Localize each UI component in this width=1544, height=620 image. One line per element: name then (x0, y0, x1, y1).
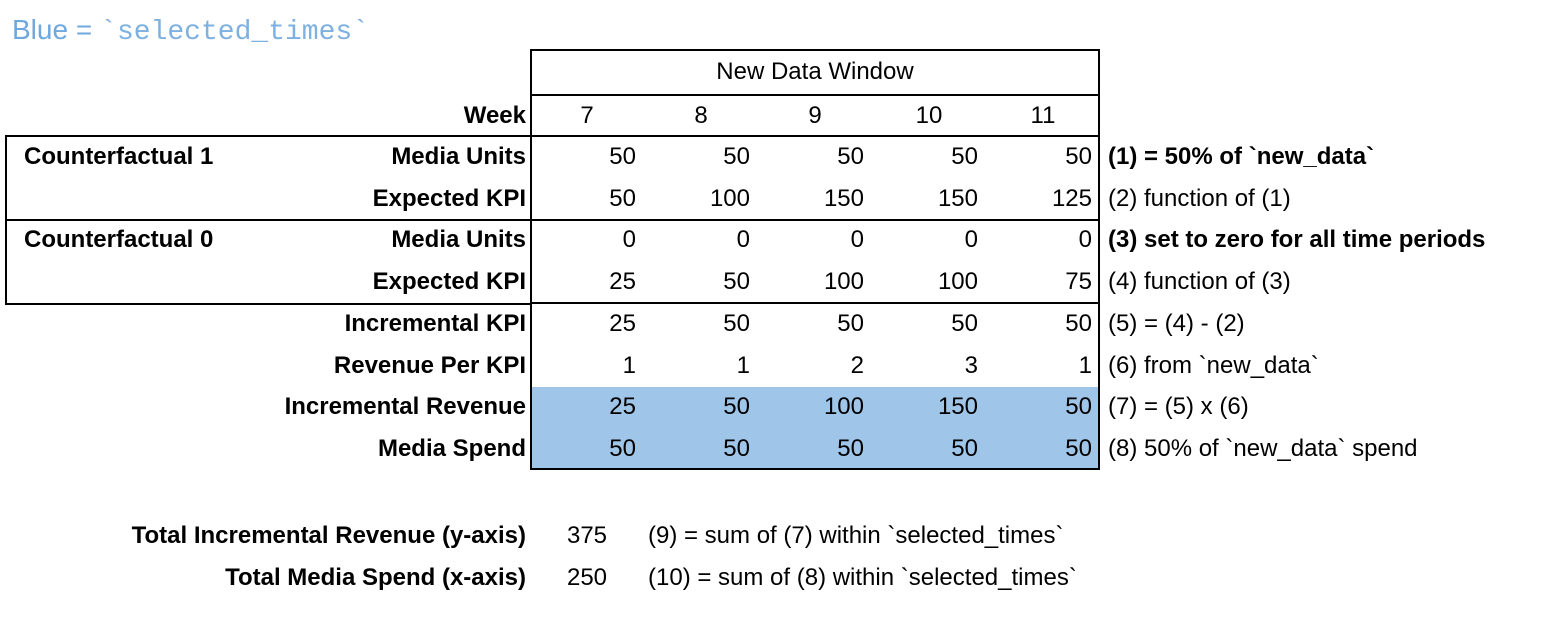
data-cell: 75 (1065, 268, 1092, 295)
data-cell: 50 (951, 310, 978, 337)
data-cell: 50 (609, 185, 636, 212)
table-row-incremental-kpi: Incremental KPI 25 50 50 50 50 (5) = (4)… (0, 303, 1544, 345)
data-cell-highlighted: 50 (1065, 393, 1092, 420)
legend-code-text: `selected_times` (100, 17, 370, 48)
data-cell: 50 (723, 143, 750, 170)
table-row-incremental-revenue: Incremental Revenue 25 50 100 150 50 (7)… (0, 386, 1544, 428)
data-cell-highlighted: 50 (723, 393, 750, 420)
total-value: 375 (566, 522, 608, 549)
legend-line: Blue = `selected_times` (12, 14, 369, 54)
row-label: Revenue Per KPI (333, 352, 526, 379)
data-cell: 100 (937, 268, 978, 295)
data-cell: 150 (823, 185, 864, 212)
data-cell: 1 (736, 352, 750, 379)
row-note: (6) from `new_data` (1108, 352, 1319, 379)
week-cell: 10 (915, 101, 943, 129)
week-cell: 11 (1030, 101, 1056, 129)
data-cell-highlighted: 50 (723, 435, 750, 462)
row-note: (7) = (5) x (6) (1108, 393, 1249, 420)
data-cell-highlighted: 100 (823, 393, 864, 420)
data-cell-highlighted: 50 (609, 435, 636, 462)
data-cell: 25 (609, 310, 636, 337)
row-note: (2) function of (1) (1108, 185, 1291, 212)
week-cell: 7 (580, 101, 594, 129)
data-cell-highlighted: 50 (951, 435, 978, 462)
table-row-expected-kpi-cf1: Expected KPI 50 100 150 150 125 (2) func… (0, 178, 1544, 220)
row-note: (4) function of (3) (1108, 268, 1291, 295)
data-cell: 150 (937, 185, 978, 212)
total-label: Total Media Spend (x-axis) (225, 564, 526, 591)
data-cell-highlighted: 25 (609, 393, 636, 420)
data-cell: 0 (1078, 226, 1092, 253)
data-cell: 1 (622, 352, 636, 379)
row-note: (5) = (4) - (2) (1108, 310, 1245, 337)
week-cell: 8 (694, 101, 708, 129)
divider-under-week-row (531, 135, 1099, 137)
data-cell-highlighted: 50 (1065, 435, 1092, 462)
total-incremental-revenue-row: Total Incremental Revenue (y-axis) 375 (… (0, 515, 1544, 557)
row-note: (3) set to zero for all time periods (1108, 226, 1486, 253)
data-cell: 50 (1065, 310, 1092, 337)
data-cell: 0 (850, 226, 864, 253)
data-cell: 50 (951, 143, 978, 170)
divider-under-counterfactual1 (531, 219, 1099, 221)
week-label: Week (463, 101, 526, 129)
data-cell: 2 (850, 352, 864, 379)
data-cell: 0 (622, 226, 636, 253)
row-label: Incremental Revenue (284, 393, 526, 420)
row-note: (1) = 50% of `new_data` (1108, 143, 1375, 170)
data-cell: 3 (964, 352, 978, 379)
data-cell: 0 (736, 226, 750, 253)
total-note: (9) = sum of (7) within `selected_times` (648, 522, 1064, 549)
total-label: Total Incremental Revenue (y-axis) (131, 522, 526, 549)
table-row-media-units-cf0: Counterfactual 0 Media Units 0 0 0 0 0 (… (0, 219, 1544, 261)
data-cell: 0 (964, 226, 978, 253)
table-row-media-units-cf1: Counterfactual 1 Media Units 50 50 50 50… (0, 136, 1544, 178)
data-cell: 50 (723, 268, 750, 295)
row-label: Media Spend (377, 435, 526, 462)
row-label: Expected KPI (372, 268, 526, 295)
data-cell: 50 (609, 143, 636, 170)
row-label: Expected KPI (372, 185, 526, 212)
window-header: New Data Window (530, 49, 1100, 95)
selected-times-highlight (532, 387, 1098, 468)
data-cell: 100 (823, 268, 864, 295)
divider-under-window-header (531, 94, 1099, 96)
week-cell: 9 (808, 101, 822, 129)
data-cell: 50 (723, 310, 750, 337)
group-label-counterfactual0: Counterfactual 0 (24, 226, 214, 253)
legend-text: Blue = (12, 14, 93, 45)
data-cell-highlighted: 150 (937, 393, 978, 420)
data-cell: 50 (1065, 143, 1092, 170)
data-cell: 25 (609, 268, 636, 295)
data-cell: 100 (709, 185, 750, 212)
table-row-revenue-per-kpi: Revenue Per KPI 1 1 2 3 1 (6) from `new_… (0, 345, 1544, 387)
data-cell: 1 (1078, 352, 1092, 379)
divider-under-counterfactual0 (531, 302, 1099, 304)
data-cell: 50 (837, 143, 864, 170)
data-cell: 125 (1051, 185, 1092, 212)
counterfactual0-box (5, 219, 532, 305)
group-label-counterfactual1: Counterfactual 1 (24, 143, 214, 170)
data-cell: 50 (837, 310, 864, 337)
row-note: (8) 50% of `new_data` spend (1108, 435, 1418, 462)
data-cell-highlighted: 50 (837, 435, 864, 462)
total-note: (10) = sum of (8) within `selected_times… (648, 564, 1077, 591)
table-row-media-spend: Media Spend 50 50 50 50 50 (8) 50% of `n… (0, 428, 1544, 470)
total-value: 250 (566, 564, 608, 591)
window-header-label: New Data Window (716, 58, 914, 85)
row-label: Incremental KPI (344, 310, 526, 337)
total-media-spend-row: Total Media Spend (x-axis) 250 (10) = su… (0, 557, 1544, 599)
week-row: Week 7 8 9 10 11 (0, 95, 1544, 136)
table-row-expected-kpi-cf0: Expected KPI 25 50 100 100 75 (4) functi… (0, 261, 1544, 303)
row-label: Media Units (391, 143, 526, 170)
row-label: Media Units (391, 226, 526, 253)
